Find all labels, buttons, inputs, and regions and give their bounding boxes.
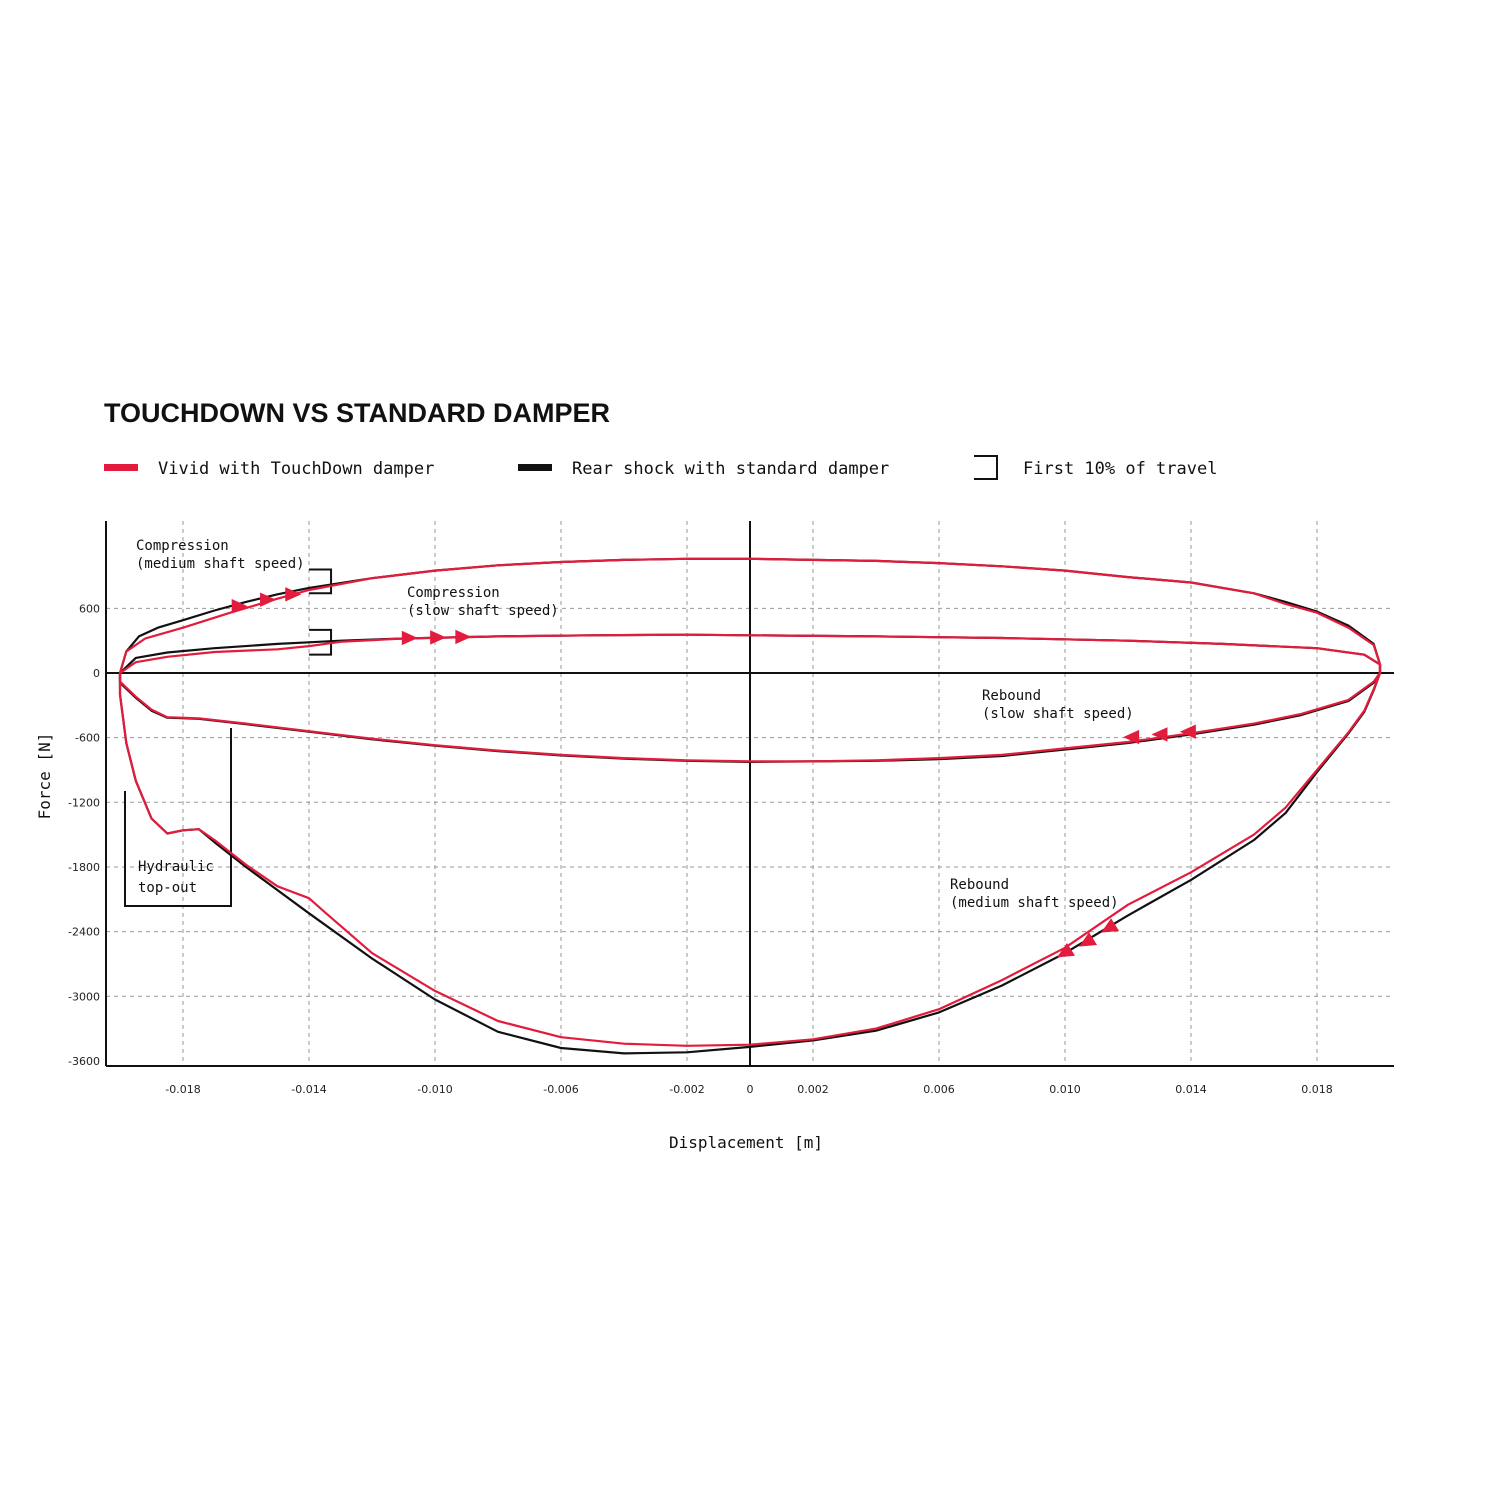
x-tick-label: 0 bbox=[747, 1083, 754, 1096]
direction-arrow bbox=[260, 592, 277, 607]
direction-arrow bbox=[1179, 724, 1196, 739]
direction-arrow bbox=[1123, 729, 1140, 745]
y-tick-label: -1200 bbox=[68, 796, 100, 809]
direction-arrow bbox=[455, 629, 472, 645]
legend: Vivid with TouchDown damper Rear shock w… bbox=[104, 455, 1217, 480]
annotation-rebound-slow: Rebound bbox=[982, 688, 1041, 704]
chart-title: TOUCHDOWN VS STANDARD DAMPER bbox=[104, 398, 610, 428]
annotation-compression-medium: Compression bbox=[136, 538, 229, 554]
direction-arrow bbox=[1079, 932, 1098, 947]
x-tick-label: 0.014 bbox=[1175, 1083, 1207, 1096]
x-tick-label: -0.014 bbox=[291, 1083, 326, 1096]
annotation-hydraulic-topout: top-out bbox=[138, 880, 197, 896]
y-tick-label: -3600 bbox=[68, 1055, 100, 1068]
annotation-compression-slow: (slow shaft speed) bbox=[407, 603, 559, 619]
direction-arrow bbox=[231, 598, 248, 614]
y-tick-label: 600 bbox=[79, 602, 100, 615]
annotation-hydraulic-topout: Hydraulic bbox=[138, 859, 214, 875]
annotations: Compression (medium shaft speed) Compressi… bbox=[136, 538, 1134, 911]
legend-label-touchdown: Vivid with TouchDown damper bbox=[158, 459, 434, 479]
touchdown-slow-shaft-speed-loop bbox=[118, 633, 1382, 763]
y-tick-label: -1800 bbox=[68, 861, 100, 874]
x-tick-label: 0.006 bbox=[923, 1083, 955, 1096]
annotation-rebound-medium: Rebound bbox=[950, 877, 1009, 893]
direction-markers bbox=[231, 587, 1196, 958]
x-tick-label: 0.018 bbox=[1301, 1083, 1333, 1096]
direction-arrow bbox=[401, 630, 418, 646]
y-tick-label: -2400 bbox=[68, 926, 100, 939]
direction-arrow bbox=[430, 630, 447, 645]
x-tick-label: -0.002 bbox=[669, 1083, 704, 1096]
y-tick-label: -600 bbox=[75, 732, 100, 745]
x-tick-label: -0.010 bbox=[417, 1083, 452, 1096]
legend-label-standard: Rear shock with standard damper bbox=[572, 459, 889, 479]
x-tick-label: -0.006 bbox=[543, 1083, 578, 1096]
direction-arrow bbox=[285, 587, 302, 602]
legend-bracket-icon bbox=[974, 455, 998, 480]
legend-label-bracket: First 10% of travel bbox=[1023, 459, 1217, 479]
annotation-rebound-slow: (slow shaft speed) bbox=[982, 706, 1134, 722]
annotation-rebound-medium: (medium shaft speed) bbox=[950, 895, 1119, 911]
travel-bracket bbox=[309, 568, 333, 595]
axes bbox=[105, 521, 1394, 1067]
series bbox=[118, 557, 1382, 1055]
direction-arrow bbox=[1151, 727, 1168, 742]
legend-swatch-standard bbox=[518, 464, 552, 471]
tick-labels: -0.018 -0.014 -0.010 -0.006 -0.002 0 0.002 0.00… bbox=[68, 602, 1333, 1096]
y-tick-label: 0 bbox=[93, 667, 100, 680]
hydraulic-topout-bracket bbox=[124, 728, 232, 907]
direction-arrow bbox=[1101, 918, 1120, 933]
x-tick-label: -0.018 bbox=[165, 1083, 200, 1096]
annotation-compression-slow: Compression bbox=[407, 585, 500, 601]
touchdown-medium-shaft-speed-loop bbox=[118, 557, 1382, 1047]
legend-swatch-touchdown bbox=[104, 464, 138, 471]
x-axis-label: Displacement [m] bbox=[669, 1133, 823, 1152]
direction-arrow bbox=[1057, 942, 1075, 958]
x-tick-label: 0.010 bbox=[1049, 1083, 1081, 1096]
annotation-compression-medium: (medium shaft speed) bbox=[136, 556, 305, 572]
y-axis-label: Force [N] bbox=[35, 733, 54, 820]
x-tick-label: 0.002 bbox=[797, 1083, 829, 1096]
y-tick-label: -3000 bbox=[68, 990, 100, 1003]
